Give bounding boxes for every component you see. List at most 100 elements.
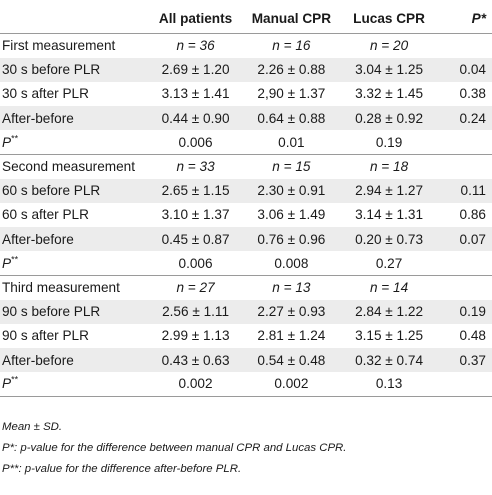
table-row: 60 s before PLR 2.65 ± 1.15 2.30 ± 0.91 …: [0, 178, 492, 203]
header-lucas-cpr: Lucas CPR: [353, 10, 425, 26]
n-lucas: n = 20: [340, 32, 438, 58]
footnote-p-star: P*: p-value for the difference between m…: [2, 442, 347, 454]
cell-p: 0.86: [459, 207, 486, 223]
table-row: 30 s after PLR 3.13 ± 1.41 2,90 ± 1.37 3…: [0, 82, 492, 106]
header-all-patients: All patients: [158, 10, 233, 26]
p-empty: [437, 251, 492, 276]
row-label: 90 s before PLR: [2, 304, 101, 320]
cell-p: 0.38: [459, 86, 486, 102]
cell-all: 2.99 ± 1.13: [161, 328, 230, 344]
row-label: 90 s after PLR: [2, 328, 89, 344]
p-label-text: P: [2, 134, 12, 150]
p-empty: [437, 130, 492, 155]
section-header-row: Second measurement n = 33 n = 15 n = 18: [0, 153, 492, 179]
row-label: 60 s before PLR: [2, 183, 101, 199]
p-manual: 0.01: [241, 130, 341, 155]
cell-all: 0.44 ± 0.90: [161, 110, 230, 126]
n-all: n = 33: [149, 153, 242, 179]
cell-all: 0.45 ± 0.87: [161, 231, 230, 247]
n-p: [437, 274, 492, 300]
n-manual: n = 15: [241, 153, 341, 179]
table-row: 90 s after PLR 2.99 ± 1.13 2.81 ± 1.24 3…: [0, 324, 492, 348]
cell-lucas: 3.14 ± 1.31: [355, 207, 424, 223]
table-row: 60 s after PLR 3.10 ± 1.37 3.06 ± 1.49 3…: [0, 203, 492, 227]
header-manual-cpr: Manual CPR: [251, 10, 332, 26]
table-row: 30 s before PLR 2.69 ± 1.20 2.26 ± 0.88 …: [0, 57, 492, 82]
cell-p: 0.19: [459, 304, 486, 320]
p-label: P**: [0, 130, 150, 155]
footnote-mean-sd: Mean ± SD.: [2, 421, 63, 433]
p-row: P** 0.006 0.01 0.19: [0, 130, 492, 155]
p-label-text: P: [2, 255, 12, 271]
section-header-row: First measurement n = 36 n = 16 n = 20: [0, 32, 492, 58]
cell-lucas: 3.32 ± 1.45: [355, 86, 424, 102]
p-empty: [437, 372, 492, 397]
cell-p: 0.48: [459, 328, 486, 344]
cell-all: 2.56 ± 1.11: [162, 304, 230, 320]
n-lucas: n = 18: [340, 153, 438, 179]
cell-manual: 0.54 ± 0.48: [257, 352, 326, 368]
row-label: 30 s after PLR: [2, 86, 89, 102]
p-manual: 0.002: [241, 372, 341, 397]
table-row: After-before 0.44 ± 0.90 0.64 ± 0.88 0.2…: [0, 106, 492, 131]
cell-p: 0.07: [459, 231, 486, 247]
cell-manual: 0.64 ± 0.88: [257, 110, 326, 126]
p-lucas: 0.19: [340, 130, 438, 155]
p-label-sup: **: [11, 374, 19, 385]
p-all: 0.006: [149, 130, 242, 155]
p-lucas: 0.13: [340, 372, 438, 397]
n-p: [437, 32, 492, 58]
cell-p: 0.24: [459, 110, 486, 126]
table-row: After-before 0.45 ± 0.87 0.76 ± 0.96 0.2…: [0, 227, 492, 252]
p-label-text: P: [2, 376, 12, 392]
cell-manual: 2.26 ± 0.88: [257, 62, 326, 78]
n-p: [437, 153, 492, 179]
cell-manual: 0.76 ± 0.96: [257, 231, 326, 247]
cell-manual: 2.81 ± 1.24: [257, 328, 326, 344]
cell-manual: 2.27 ± 0.93: [257, 304, 326, 320]
cell-manual: 2.30 ± 0.91: [257, 183, 326, 199]
n-all: n = 36: [149, 32, 242, 58]
row-label: 30 s before PLR: [2, 62, 101, 78]
row-label: 60 s after PLR: [2, 207, 89, 223]
p-all: 0.006: [149, 251, 242, 276]
table-footnotes: Mean ± SD. P*: p-value for the differenc…: [2, 417, 346, 480]
cell-all: 0.43 ± 0.63: [161, 352, 230, 368]
p-row: P** 0.002 0.002 0.13: [0, 372, 492, 397]
cell-p: 0.04: [459, 62, 486, 78]
cell-lucas: 0.28 ± 0.92: [355, 110, 424, 126]
section-title: First measurement: [0, 32, 150, 58]
cell-lucas: 2.84 ± 1.22: [355, 304, 424, 320]
p-lucas: 0.27: [340, 251, 438, 276]
cell-all: 3.13 ± 1.41: [161, 86, 230, 102]
row-label: After-before: [2, 110, 74, 126]
table-row: 90 s before PLR 2.56 ± 1.11 2.27 ± 0.93 …: [0, 299, 492, 324]
p-label: P**: [0, 251, 150, 276]
cell-lucas: 2.94 ± 1.27: [355, 183, 424, 199]
cell-all: 3.10 ± 1.37: [161, 207, 230, 223]
header-row: All patients Manual CPR Lucas CPR P*: [0, 3, 492, 34]
section-title: Second measurement: [0, 153, 150, 179]
p-label-sup: **: [11, 254, 19, 264]
p-manual: 0.008: [241, 251, 341, 276]
n-all: n = 27: [149, 274, 242, 300]
section-title: Third measurement: [0, 274, 150, 300]
section-header-row: Third measurement n = 27 n = 13 n = 14: [0, 274, 492, 300]
row-label: After-before: [2, 352, 74, 368]
results-table: All patients Manual CPR Lucas CPR P* Fir…: [0, 3, 492, 397]
cell-lucas: 3.04 ± 1.25: [355, 62, 424, 78]
cell-manual: 3.06 ± 1.49: [257, 207, 326, 223]
p-row: P** 0.006 0.008 0.27: [0, 251, 492, 276]
n-lucas: n = 14: [340, 274, 438, 300]
table-row: After-before 0.43 ± 0.63 0.54 ± 0.48 0.3…: [0, 347, 492, 373]
n-manual: n = 16: [241, 32, 341, 58]
p-all: 0.002: [149, 372, 242, 397]
header-label: [0, 3, 149, 34]
cell-p: 0.11: [460, 183, 486, 199]
cell-p: 0.37: [459, 352, 486, 368]
cell-lucas: 0.32 ± 0.74: [355, 352, 424, 368]
row-label: After-before: [2, 231, 74, 247]
cell-manual: 2,90 ± 1.37: [257, 86, 326, 102]
p-label: P**: [0, 372, 150, 397]
